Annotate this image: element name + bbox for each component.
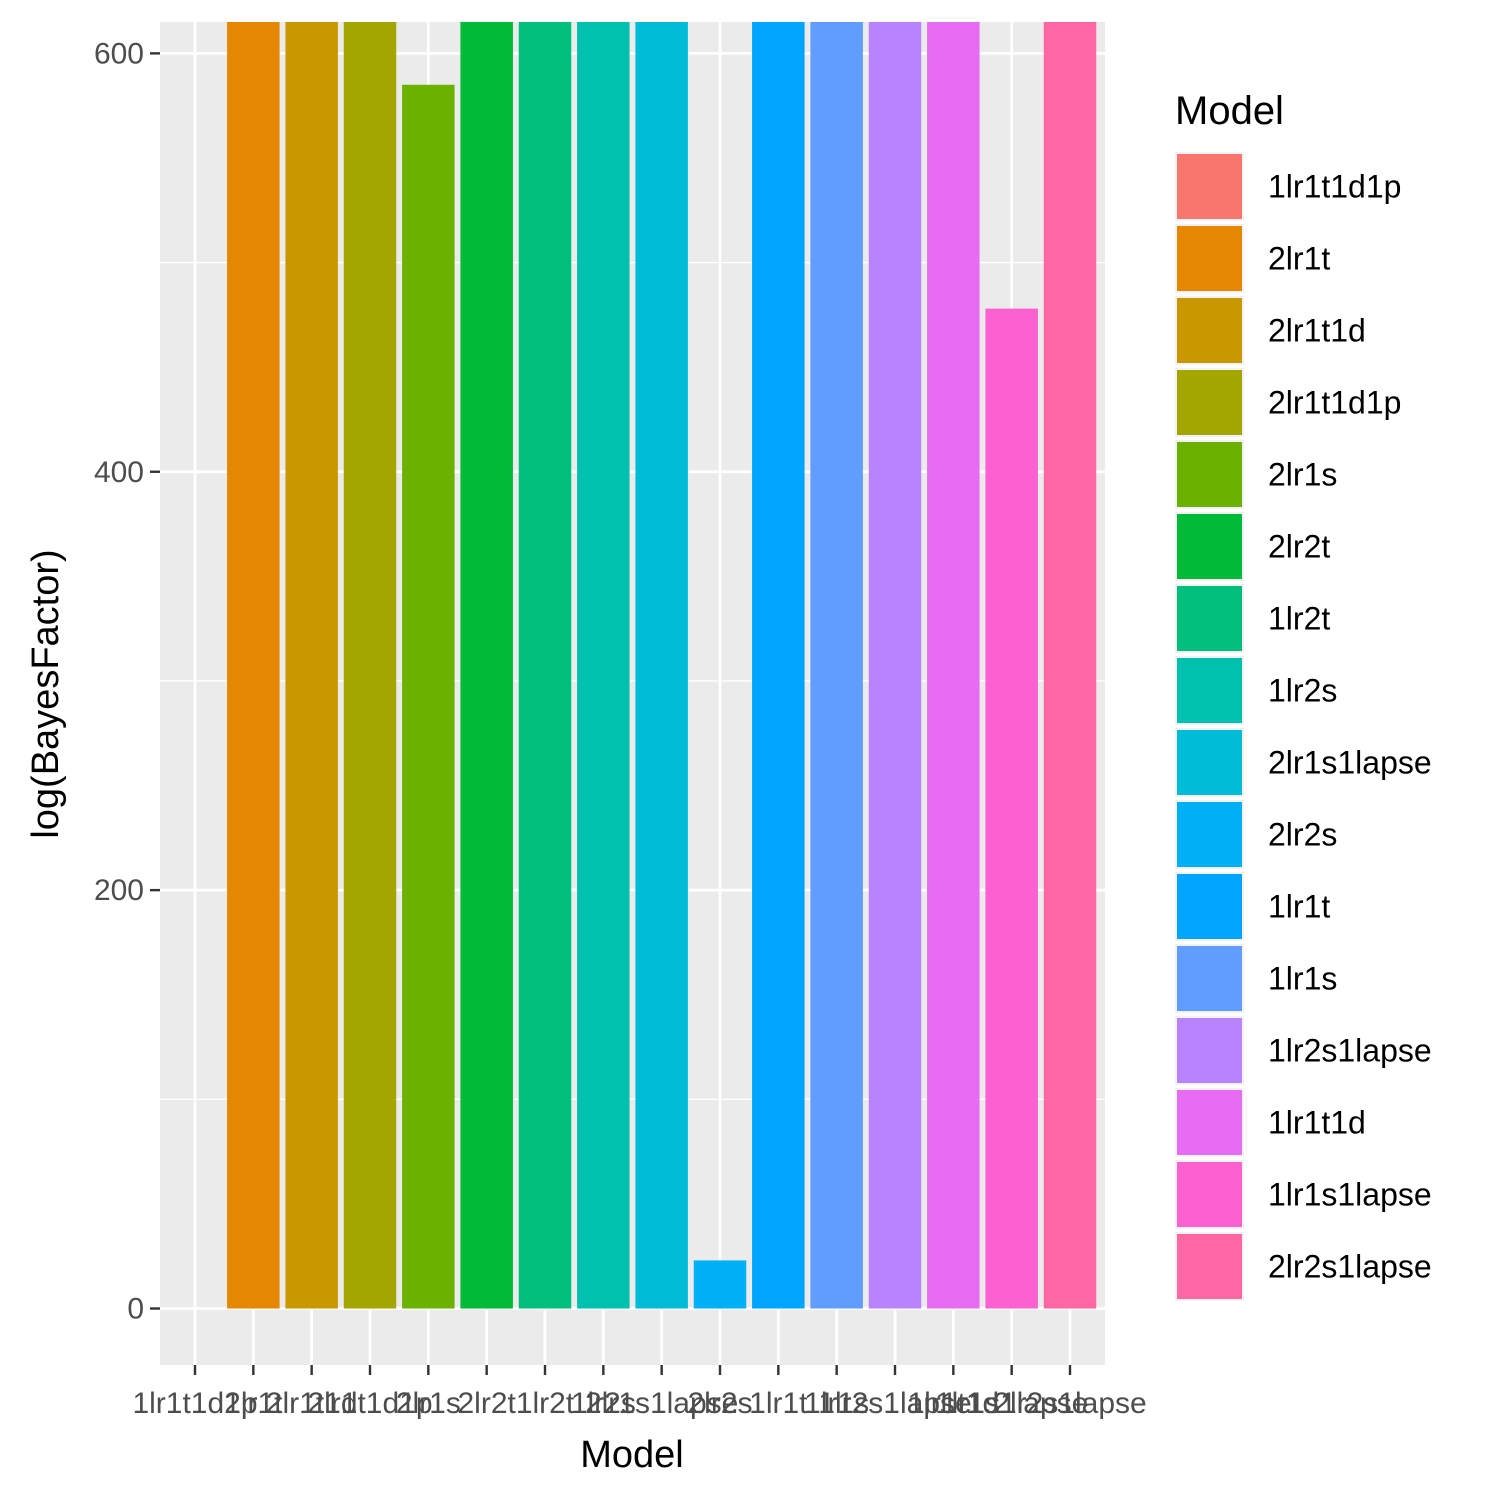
legend-label: 2lr1t1d [1268,313,1366,349]
bar-2lr1s [402,84,455,1309]
legend-label: 1lr1s1lapse [1268,1177,1432,1213]
legend-swatch-2lr1t1d [1177,298,1242,363]
legend: Model 1lr1t1d1p 2lr1t 2lr1t1d 2lr1t1d1p 2lr1… [1175,89,1432,1301]
legend-swatch-1lr1t1d1p [1177,154,1242,219]
x-tick-label: 2lr1t1d [266,1387,358,1420]
bar-1lr2s [577,22,630,1309]
legend-swatch-1lr2s [1177,658,1242,723]
legend-label: 2lr1t [1268,241,1330,277]
legend-swatch-2lr2t [1177,514,1242,579]
y-tick-label: 400 [94,456,144,489]
legend-label: 2lr2s1lapse [1268,1249,1432,1285]
x-tick-label: 1lr1s1lapse [935,1387,1088,1420]
x-tick-label: 1lr1t1d1p [132,1387,257,1420]
bar-2lr2t [460,22,513,1309]
bar-2lr1s1lapse [635,22,688,1309]
x-tick-label: 2lr2t [457,1387,516,1420]
bar-1lr2t [518,22,572,1309]
y-tick-label: 0 [127,1293,144,1326]
legend-title: Model [1175,89,1284,133]
legend-swatch-2lr2s1lapse [1177,1234,1242,1299]
bar-1lr1t [752,22,805,1309]
legend-swatch-2lr2s [1177,802,1242,867]
x-tick-label: 1lr2s [571,1387,636,1420]
legend-swatch-1lr1s1lapse [1177,1162,1242,1227]
legend-swatch-1lr1t [1177,874,1242,939]
legend-label: 1lr1s [1268,961,1337,997]
x-tick-label: 2lr1s [396,1387,461,1420]
bar-2lr1t1d1p [343,22,397,1309]
x-axis-title: Model [580,1434,684,1476]
y-axis: 0 200 400 600 [94,37,160,1326]
legend-label: 1lr1t [1268,889,1330,925]
bar-2lr2s [693,1260,747,1309]
legend-swatch-2lr1t [1177,226,1242,291]
bar-2lr1t1d [285,22,338,1309]
legend-swatch-2lr1s [1177,442,1242,507]
legend-label: 2lr1s1lapse [1268,745,1432,781]
x-tick-label: 1lr1t [749,1387,808,1420]
legend-label: 1lr2s [1268,673,1337,709]
legend-swatch-2lr1t1d1p [1177,370,1242,435]
y-tick-label: 600 [94,37,144,70]
x-tick-label: 1lr1s [804,1387,869,1420]
x-tick-label: 2lr1s1lapse [585,1387,738,1420]
legend-label: 1lr2s1lapse [1268,1033,1432,1069]
bar-1lr1s1lapse [985,308,1038,1309]
legend-swatch-1lr2t [1177,586,1242,651]
x-tick-label: 2lr1t1d1p [307,1387,432,1420]
x-tick-label: 1lr1t1d [907,1387,999,1420]
y-tick-label: 200 [94,874,144,907]
legend-label: 2lr2t [1268,529,1330,565]
x-tick-label: 1lr2s1lapse [818,1387,971,1420]
bar-2lr1t [227,22,280,1309]
legend-swatch-1lr1s [1177,946,1242,1011]
x-tick-label: 1lr2t [516,1387,575,1420]
legend-label: 1lr2t [1268,601,1330,637]
x-tick-label: 2lr2s1lapse [993,1387,1146,1420]
bar-1lr1t1d [927,22,980,1309]
legend-swatch-2lr1s1lapse [1177,730,1242,795]
x-tick-label: 2lr2s [687,1387,752,1420]
bar-2lr2s1lapse [1043,22,1097,1309]
legend-swatch-1lr1t1d [1177,1090,1242,1155]
y-axis-title: log(BayesFactor) [25,549,67,838]
legend-label: 1lr1t1d1p [1268,169,1401,205]
bars [227,22,1097,1309]
x-tick-label: 2lr1t [224,1387,283,1420]
legend-swatch-1lr2s1lapse [1177,1018,1242,1083]
legend-label: 2lr2s [1268,817,1337,853]
legend-label: 1lr1t1d [1268,1105,1366,1141]
legend-label: 2lr1t1d1p [1268,385,1401,421]
bar-1lr1s [810,22,863,1309]
bar-1lr2s1lapse [868,22,922,1309]
x-axis: 1lr1t1d1p2lr1t2lr1t1d2lr1t1d1p2lr1s2lr2t… [132,1365,1147,1420]
legend-label: 2lr1s [1268,457,1337,493]
